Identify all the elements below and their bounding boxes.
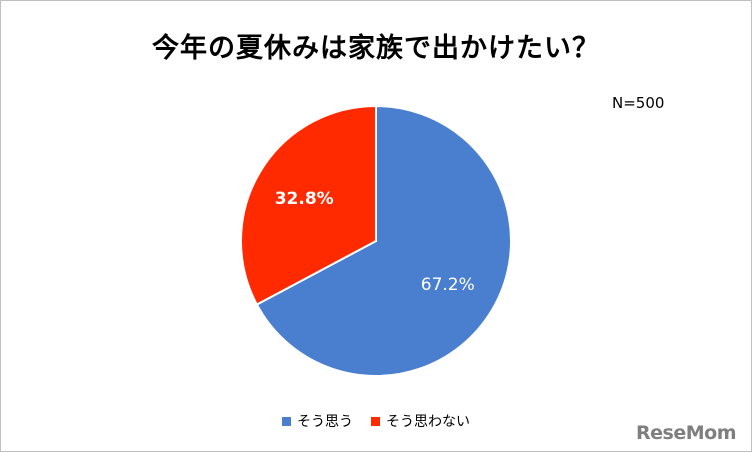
pie-slice-sou-omowanai [240, 104, 377, 306]
legend-item-sou-omou: そう思う [282, 411, 353, 431]
legend-item-sou-omowanai: そう思わない [371, 411, 470, 431]
legend-label-sou-omou: そう思う [297, 414, 353, 430]
pie-label-sou-omowanai: 32.8% [275, 189, 334, 209]
resemom-logo: ReseMom [636, 422, 736, 444]
sample-size-note: N=500 [612, 94, 665, 112]
pie-slice-sou-omou [255, 104, 512, 377]
legend-swatch-sou-omou [282, 416, 291, 426]
pie-label-sou-omou: 67.2% [421, 275, 475, 295]
chart-title: 今年の夏休みは家族で出かけたい？ [152, 33, 600, 64]
legend-label-sou-omowanai: そう思わない [386, 414, 470, 430]
legend-swatch-sou-omowanai [371, 416, 380, 426]
legend: そう思う そう思わない [0, 411, 752, 431]
pie-labels: 67.2% 32.8% [275, 189, 475, 295]
pie-slices [240, 104, 512, 377]
